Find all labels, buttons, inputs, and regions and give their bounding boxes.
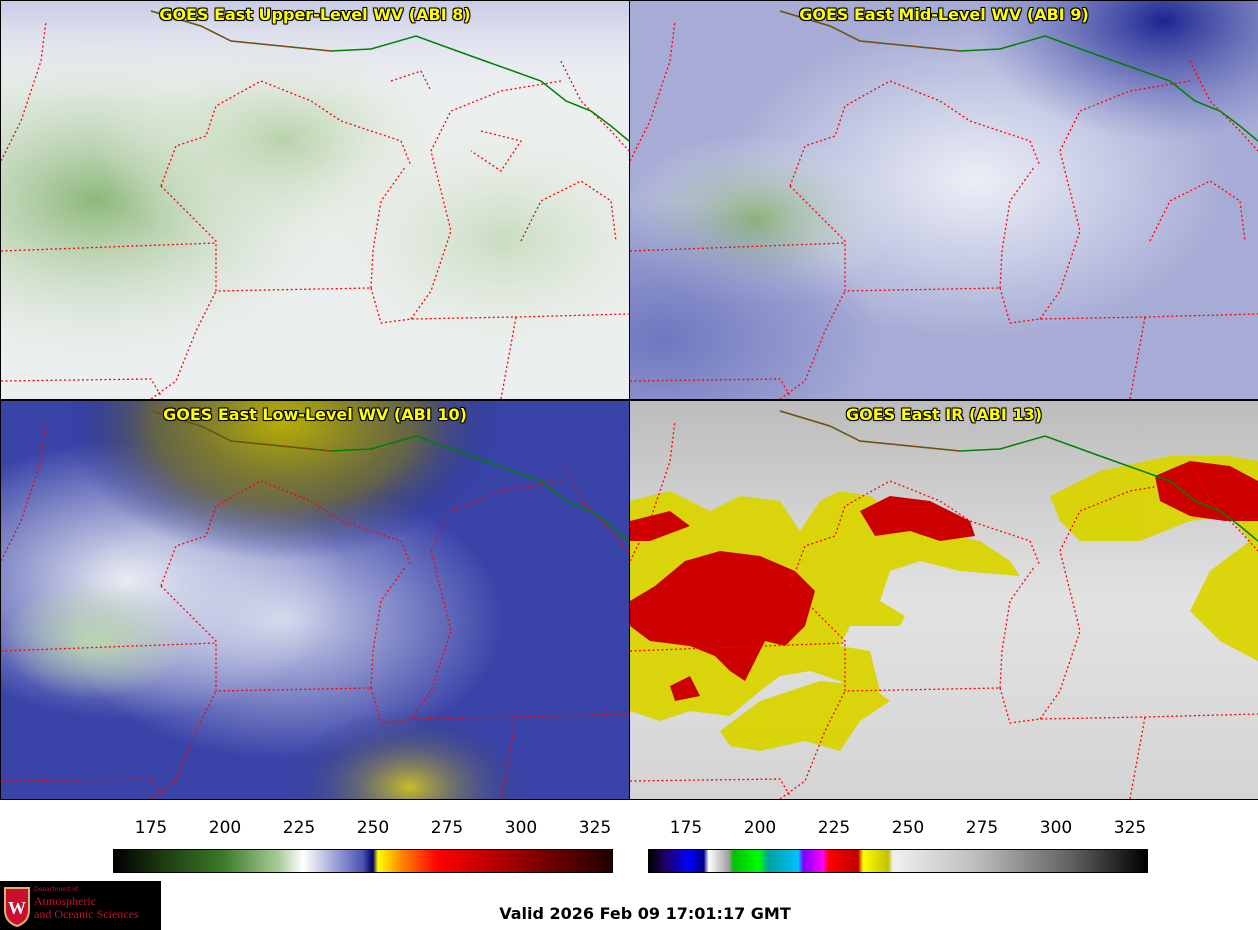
panel-title: GOES East Mid-Level WV (ABI 9) <box>799 5 1089 24</box>
uw-crest-icon: W <box>4 887 30 928</box>
logo-name-text: Atmospheric and Oceanic Sciences <box>34 895 139 921</box>
tick-label: 250 <box>356 818 390 838</box>
tick-label: 300 <box>1039 818 1073 838</box>
panel-low-level-wv: GOES East Low-Level WV (ABI 10) <box>0 400 630 800</box>
valid-time: Valid 2026 Feb 09 17:01:17 GMT <box>499 904 791 923</box>
satellite-image-ir <box>630 401 1258 799</box>
colorbar-wv-ticks: 175 200 225 250 275 300 325 <box>113 818 611 848</box>
satellite-image-mid-wv <box>630 1 1258 399</box>
tick-label: 275 <box>965 818 999 838</box>
colorbar-ir <box>648 849 1148 873</box>
tick-label: 175 <box>134 818 168 838</box>
satellite-image-upper-wv <box>1 1 629 399</box>
tick-label: 200 <box>208 818 242 838</box>
tick-label: 200 <box>743 818 777 838</box>
svg-text:W: W <box>8 898 26 918</box>
panel-ir: GOES East IR (ABI 13) <box>629 400 1258 800</box>
satellite-image-low-wv <box>1 401 629 799</box>
tick-label: 225 <box>282 818 316 838</box>
panel-title: GOES East Upper-Level WV (ABI 8) <box>159 5 471 24</box>
logo-name-line2: and Oceanic Sciences <box>34 907 139 921</box>
tick-label: 175 <box>669 818 703 838</box>
aos-logo: W Department of Atmospheric and Oceanic … <box>0 881 161 930</box>
tick-label: 300 <box>504 818 538 838</box>
panel-title: GOES East IR (ABI 13) <box>845 405 1043 424</box>
panel-title: GOES East Low-Level WV (ABI 10) <box>163 405 467 424</box>
logo-dept-text: Department of <box>34 886 78 893</box>
panel-mid-level-wv: GOES East Mid-Level WV (ABI 9) <box>629 0 1258 400</box>
tick-label: 325 <box>1113 818 1147 838</box>
panel-upper-level-wv: GOES East Upper-Level WV (ABI 8) <box>0 0 630 400</box>
tick-label: 275 <box>430 818 464 838</box>
logo-name-line1: Atmospheric <box>34 894 96 908</box>
colorbar-wv <box>113 849 613 873</box>
tick-label: 325 <box>578 818 612 838</box>
tick-label: 250 <box>891 818 925 838</box>
tick-label: 225 <box>817 818 851 838</box>
colorbar-ir-ticks: 175 200 225 250 275 300 325 <box>648 818 1146 848</box>
